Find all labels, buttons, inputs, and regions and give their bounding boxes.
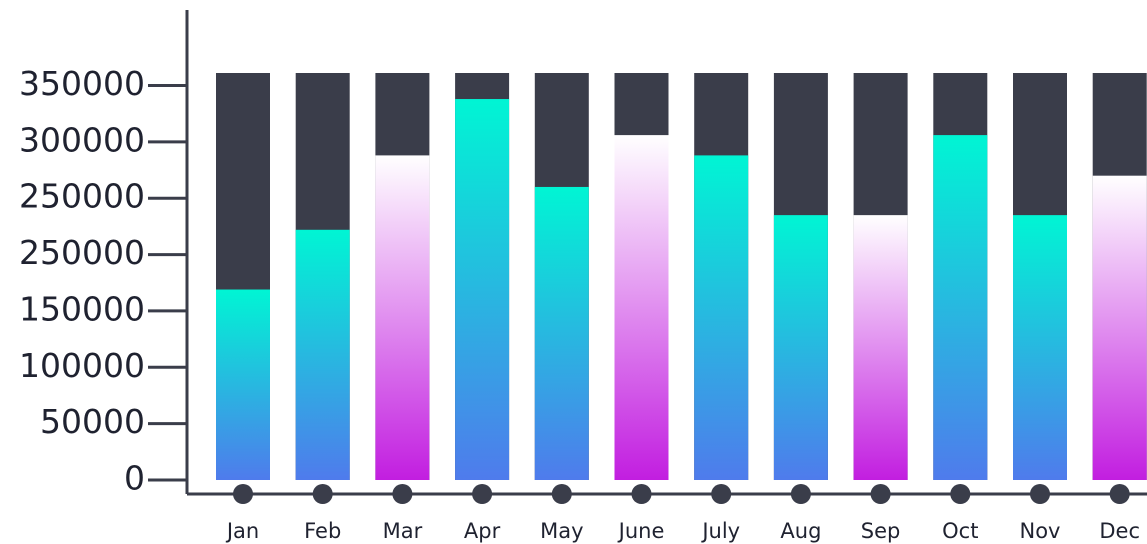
bar [295, 229, 350, 480]
x-dot [631, 484, 652, 504]
x-dot [233, 484, 253, 504]
bar [1092, 175, 1147, 480]
x-tick-label: Mar [383, 519, 423, 543]
bar [534, 186, 589, 480]
y-tick-label: 350000 [19, 64, 145, 103]
x-dot [1030, 484, 1050, 504]
x-tick-label: May [540, 519, 583, 543]
x-dot [472, 484, 493, 504]
y-tick-label: 250000 [19, 177, 145, 216]
x-tick-label: Feb [304, 519, 341, 543]
x-tick-label: June [617, 519, 665, 543]
x-dot [392, 484, 413, 504]
x-tick-label: Jan [225, 519, 259, 543]
x-dot [1109, 484, 1130, 504]
x-dot [790, 484, 811, 504]
y-tick-label: 150000 [19, 289, 145, 328]
bar [694, 155, 749, 480]
x-tick-label: July [700, 519, 740, 543]
y-tick-label: 250000 [19, 233, 145, 272]
y-tick-label: 100000 [19, 346, 145, 385]
x-dot [950, 484, 971, 504]
x-dot [551, 484, 572, 504]
bar [933, 135, 988, 480]
x-tick-label: Dec [1099, 519, 1140, 543]
bar [853, 215, 908, 480]
x-tick-label: Sep [861, 519, 901, 543]
x-tick-label: Oct [942, 519, 978, 543]
x-dot [711, 484, 732, 504]
x-dot [312, 484, 333, 504]
y-tick-label: 300000 [19, 120, 145, 159]
x-tick-label: Nov [1020, 519, 1061, 543]
y-tick-label: 0 [124, 459, 145, 498]
x-tick-label: Aug [780, 519, 821, 543]
bar [216, 289, 270, 480]
bar [1013, 215, 1067, 480]
bar [773, 215, 828, 480]
bar [614, 135, 669, 480]
x-dot [870, 484, 891, 504]
y-tick-label: 50000 [40, 402, 145, 441]
x-tick-label: Apr [464, 519, 501, 543]
bar [375, 155, 430, 480]
bar [455, 99, 510, 480]
